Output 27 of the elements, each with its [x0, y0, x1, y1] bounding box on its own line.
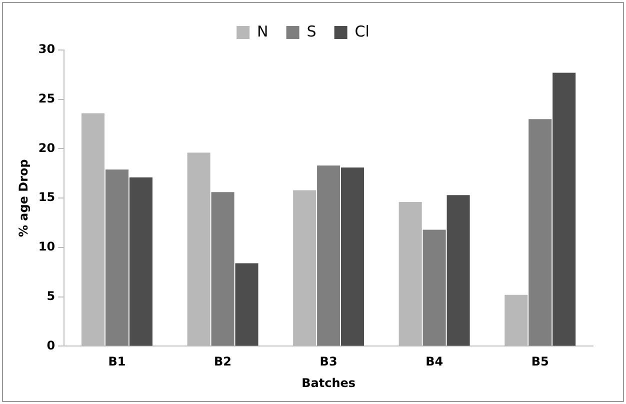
y-tick-label: 5 — [46, 288, 56, 303]
y-tick-label: 30 — [38, 42, 56, 56]
legend-label: Cl — [354, 22, 370, 40]
legend-label: N — [257, 22, 268, 40]
bar — [235, 263, 258, 346]
legend-label: S — [306, 22, 316, 40]
bar — [317, 166, 340, 346]
x-tick-label: B4 — [426, 354, 444, 369]
y-tick-label: 20 — [38, 140, 56, 155]
x-tick-label: B5 — [531, 354, 549, 369]
y-tick-label: 15 — [38, 190, 56, 204]
y-tick-label: 0 — [46, 338, 56, 352]
bar — [422, 230, 446, 346]
bar — [446, 195, 470, 346]
x-tick-label: B1 — [108, 354, 126, 369]
x-tick-label: B2 — [214, 354, 232, 369]
bar — [211, 192, 234, 346]
y-tick-label: 25 — [38, 91, 56, 106]
bar — [341, 167, 364, 346]
bar — [528, 119, 552, 346]
bar — [552, 72, 576, 346]
bar — [129, 177, 152, 346]
bar — [105, 169, 128, 346]
x-tick-label: B3 — [320, 354, 338, 369]
y-tick-label: 10 — [38, 240, 56, 254]
y-axis-title: % age Drop — [16, 158, 30, 238]
x-axis-title: Batches — [302, 376, 356, 390]
